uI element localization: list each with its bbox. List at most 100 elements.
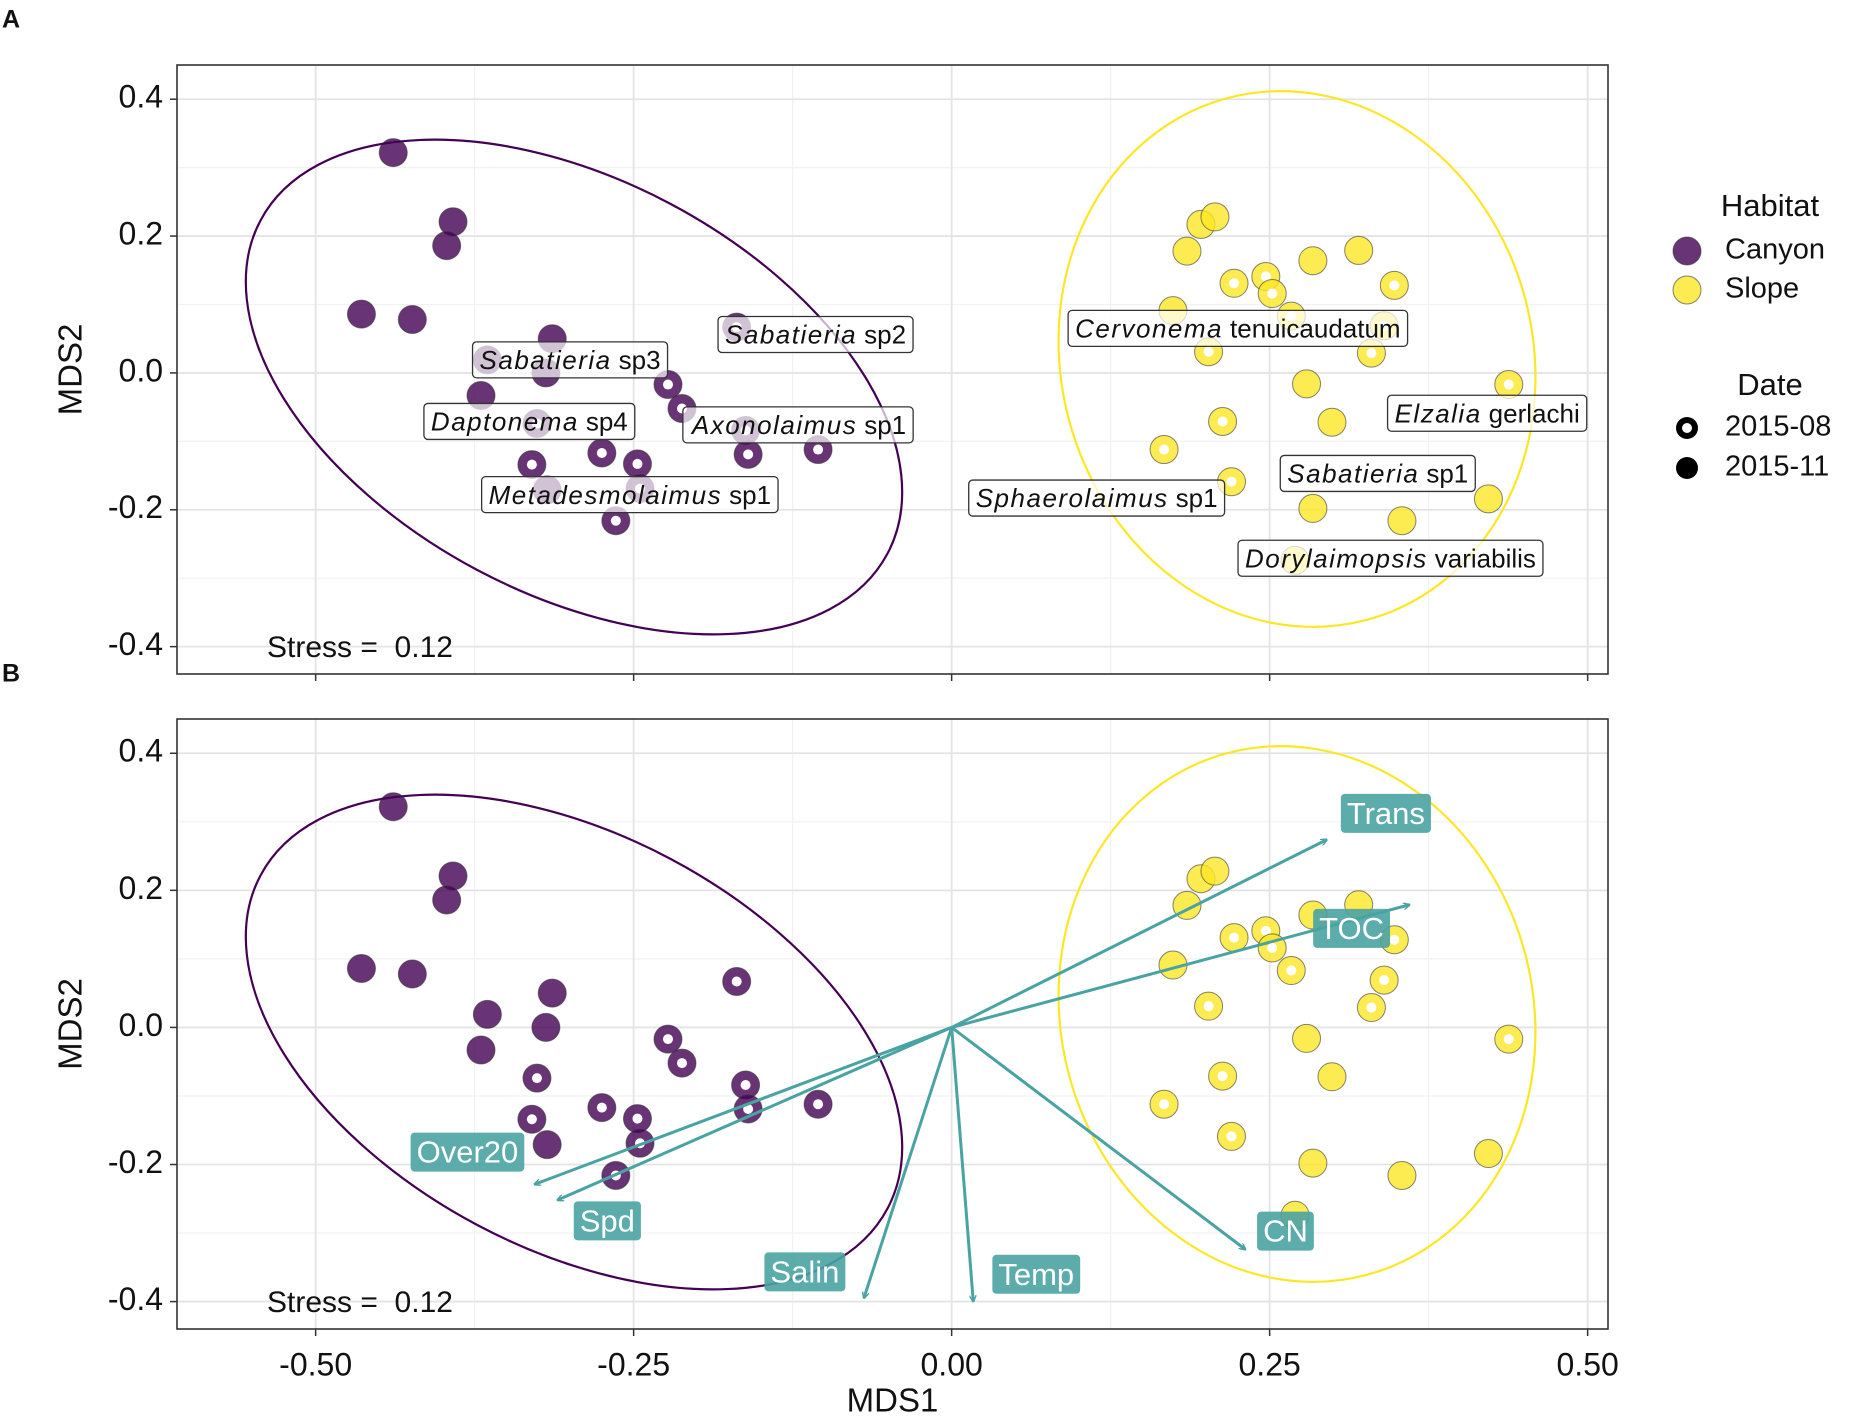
vector-arrow <box>950 1026 1246 1249</box>
point-center <box>813 444 824 455</box>
group-ellipse <box>1057 745 1537 1283</box>
annotation-genus: Elzalia <box>1395 398 1482 428</box>
point-center <box>1379 975 1390 986</box>
annotation: Cervonema tenuicaudatum <box>1075 313 1400 343</box>
point-center <box>1159 444 1170 455</box>
vector-arrow <box>950 838 1327 1029</box>
point <box>537 978 567 1008</box>
annotation-genus: Sabatieria <box>1287 458 1419 488</box>
point-center <box>1217 1071 1228 1082</box>
annotation-species: variabilis <box>1435 543 1536 573</box>
point <box>1387 506 1417 536</box>
point <box>1298 1148 1328 1178</box>
x-tick-label: -0.25 <box>597 1346 670 1382</box>
plot-frame <box>176 718 1609 1330</box>
group-ellipse <box>244 138 904 636</box>
y-tick-label: 0.2 <box>119 216 163 252</box>
point-center <box>1366 1002 1377 1013</box>
annotation: Sabatieria sp3 <box>480 345 661 375</box>
y-tick-label: 0.2 <box>119 870 163 906</box>
point-center <box>813 1099 824 1110</box>
y-tick-label: -0.4 <box>108 626 163 662</box>
vector-arrow <box>534 1026 953 1184</box>
point-center <box>662 379 673 390</box>
point <box>397 959 427 989</box>
point-center <box>1260 271 1271 282</box>
annotation-species: gerlachi <box>1489 398 1580 428</box>
point <box>1172 236 1202 266</box>
point-center <box>676 1058 687 1069</box>
point <box>1317 407 1347 437</box>
x-tick-label: 0.25 <box>1239 1346 1301 1382</box>
point <box>438 861 468 891</box>
point-center <box>632 1113 643 1124</box>
annotation-species: sp1 <box>864 410 906 440</box>
point <box>1387 1160 1417 1190</box>
annotation-box <box>1237 539 1544 577</box>
y-tick-label: 0.0 <box>119 352 163 388</box>
point-center <box>1503 1034 1514 1045</box>
point-center <box>1226 476 1237 487</box>
point-center <box>1267 942 1278 953</box>
annotation: Sabatieria sp2 <box>725 320 906 350</box>
annotation-box <box>1279 454 1476 493</box>
vector-arrow <box>950 1027 974 1301</box>
annotation-box <box>423 402 636 441</box>
point-center <box>1229 278 1240 289</box>
y-tick-label: 0.4 <box>119 733 163 769</box>
point-center <box>1389 280 1400 291</box>
point <box>1200 202 1230 232</box>
vector-label-box <box>1313 908 1391 948</box>
vector-label: CN <box>1263 1214 1308 1249</box>
annotation-species: sp2 <box>864 320 906 350</box>
y-tick-label: -0.4 <box>108 1281 163 1317</box>
annotation-box <box>682 406 914 444</box>
legend-label: Slope <box>1725 273 1799 305</box>
point-center <box>1260 925 1271 936</box>
point-center <box>610 515 621 526</box>
vector-label: Trans <box>1347 796 1425 831</box>
annotation: Metadesmolaimus sp1 <box>489 480 771 510</box>
point-center <box>596 447 607 458</box>
annotation: Dorylaimopsis variabilis <box>1245 543 1536 573</box>
annotation-box <box>717 315 914 354</box>
point <box>346 953 376 983</box>
annotation-genus: Metadesmolaimus <box>489 480 722 510</box>
annotation-genus: Daptonema <box>431 406 579 436</box>
point <box>432 885 462 915</box>
point-center <box>740 1080 751 1090</box>
annotation-genus: Sphaerolaimus <box>976 483 1169 513</box>
point-center <box>1389 934 1400 945</box>
vector-label-box <box>1257 1211 1314 1251</box>
y-axis-title: MDS2 <box>52 324 89 416</box>
x-tick-label: -0.50 <box>279 1346 352 1382</box>
legend-key-center <box>1682 423 1692 433</box>
legend-title: Date <box>1737 367 1802 402</box>
annotation-box <box>1067 309 1409 348</box>
annotation-genus: Sabatieria <box>725 320 857 350</box>
point-center <box>743 449 754 460</box>
group-ellipse <box>1057 90 1537 628</box>
vector-label-box <box>410 1132 525 1172</box>
point-center <box>526 459 537 470</box>
point-center <box>1159 1099 1170 1110</box>
annotation-species: sp3 <box>619 345 661 375</box>
stress-annotation: Stress = 0.12 <box>267 631 453 664</box>
annotation: Axonolaimus sp1 <box>690 410 906 440</box>
vector-label: TOC <box>1319 911 1384 946</box>
annotation: Elzalia gerlachi <box>1395 398 1580 428</box>
annotation: Daptonema sp4 <box>431 406 628 436</box>
annotation-species: tenuicaudatum <box>1230 313 1401 343</box>
annotation-genus: Cervonema <box>1075 313 1223 343</box>
annotation-genus: Dorylaimopsis <box>1245 543 1428 573</box>
y-tick-label: -0.2 <box>108 489 163 525</box>
y-axis-title: MDS2 <box>52 978 89 1070</box>
point <box>472 999 502 1029</box>
group-ellipse <box>244 793 904 1291</box>
annotation-box <box>1386 394 1588 432</box>
x-axis-title: MDS1 <box>847 1382 939 1419</box>
annotation-species: sp1 <box>1426 458 1468 488</box>
vector-label: Spd <box>580 1203 635 1238</box>
